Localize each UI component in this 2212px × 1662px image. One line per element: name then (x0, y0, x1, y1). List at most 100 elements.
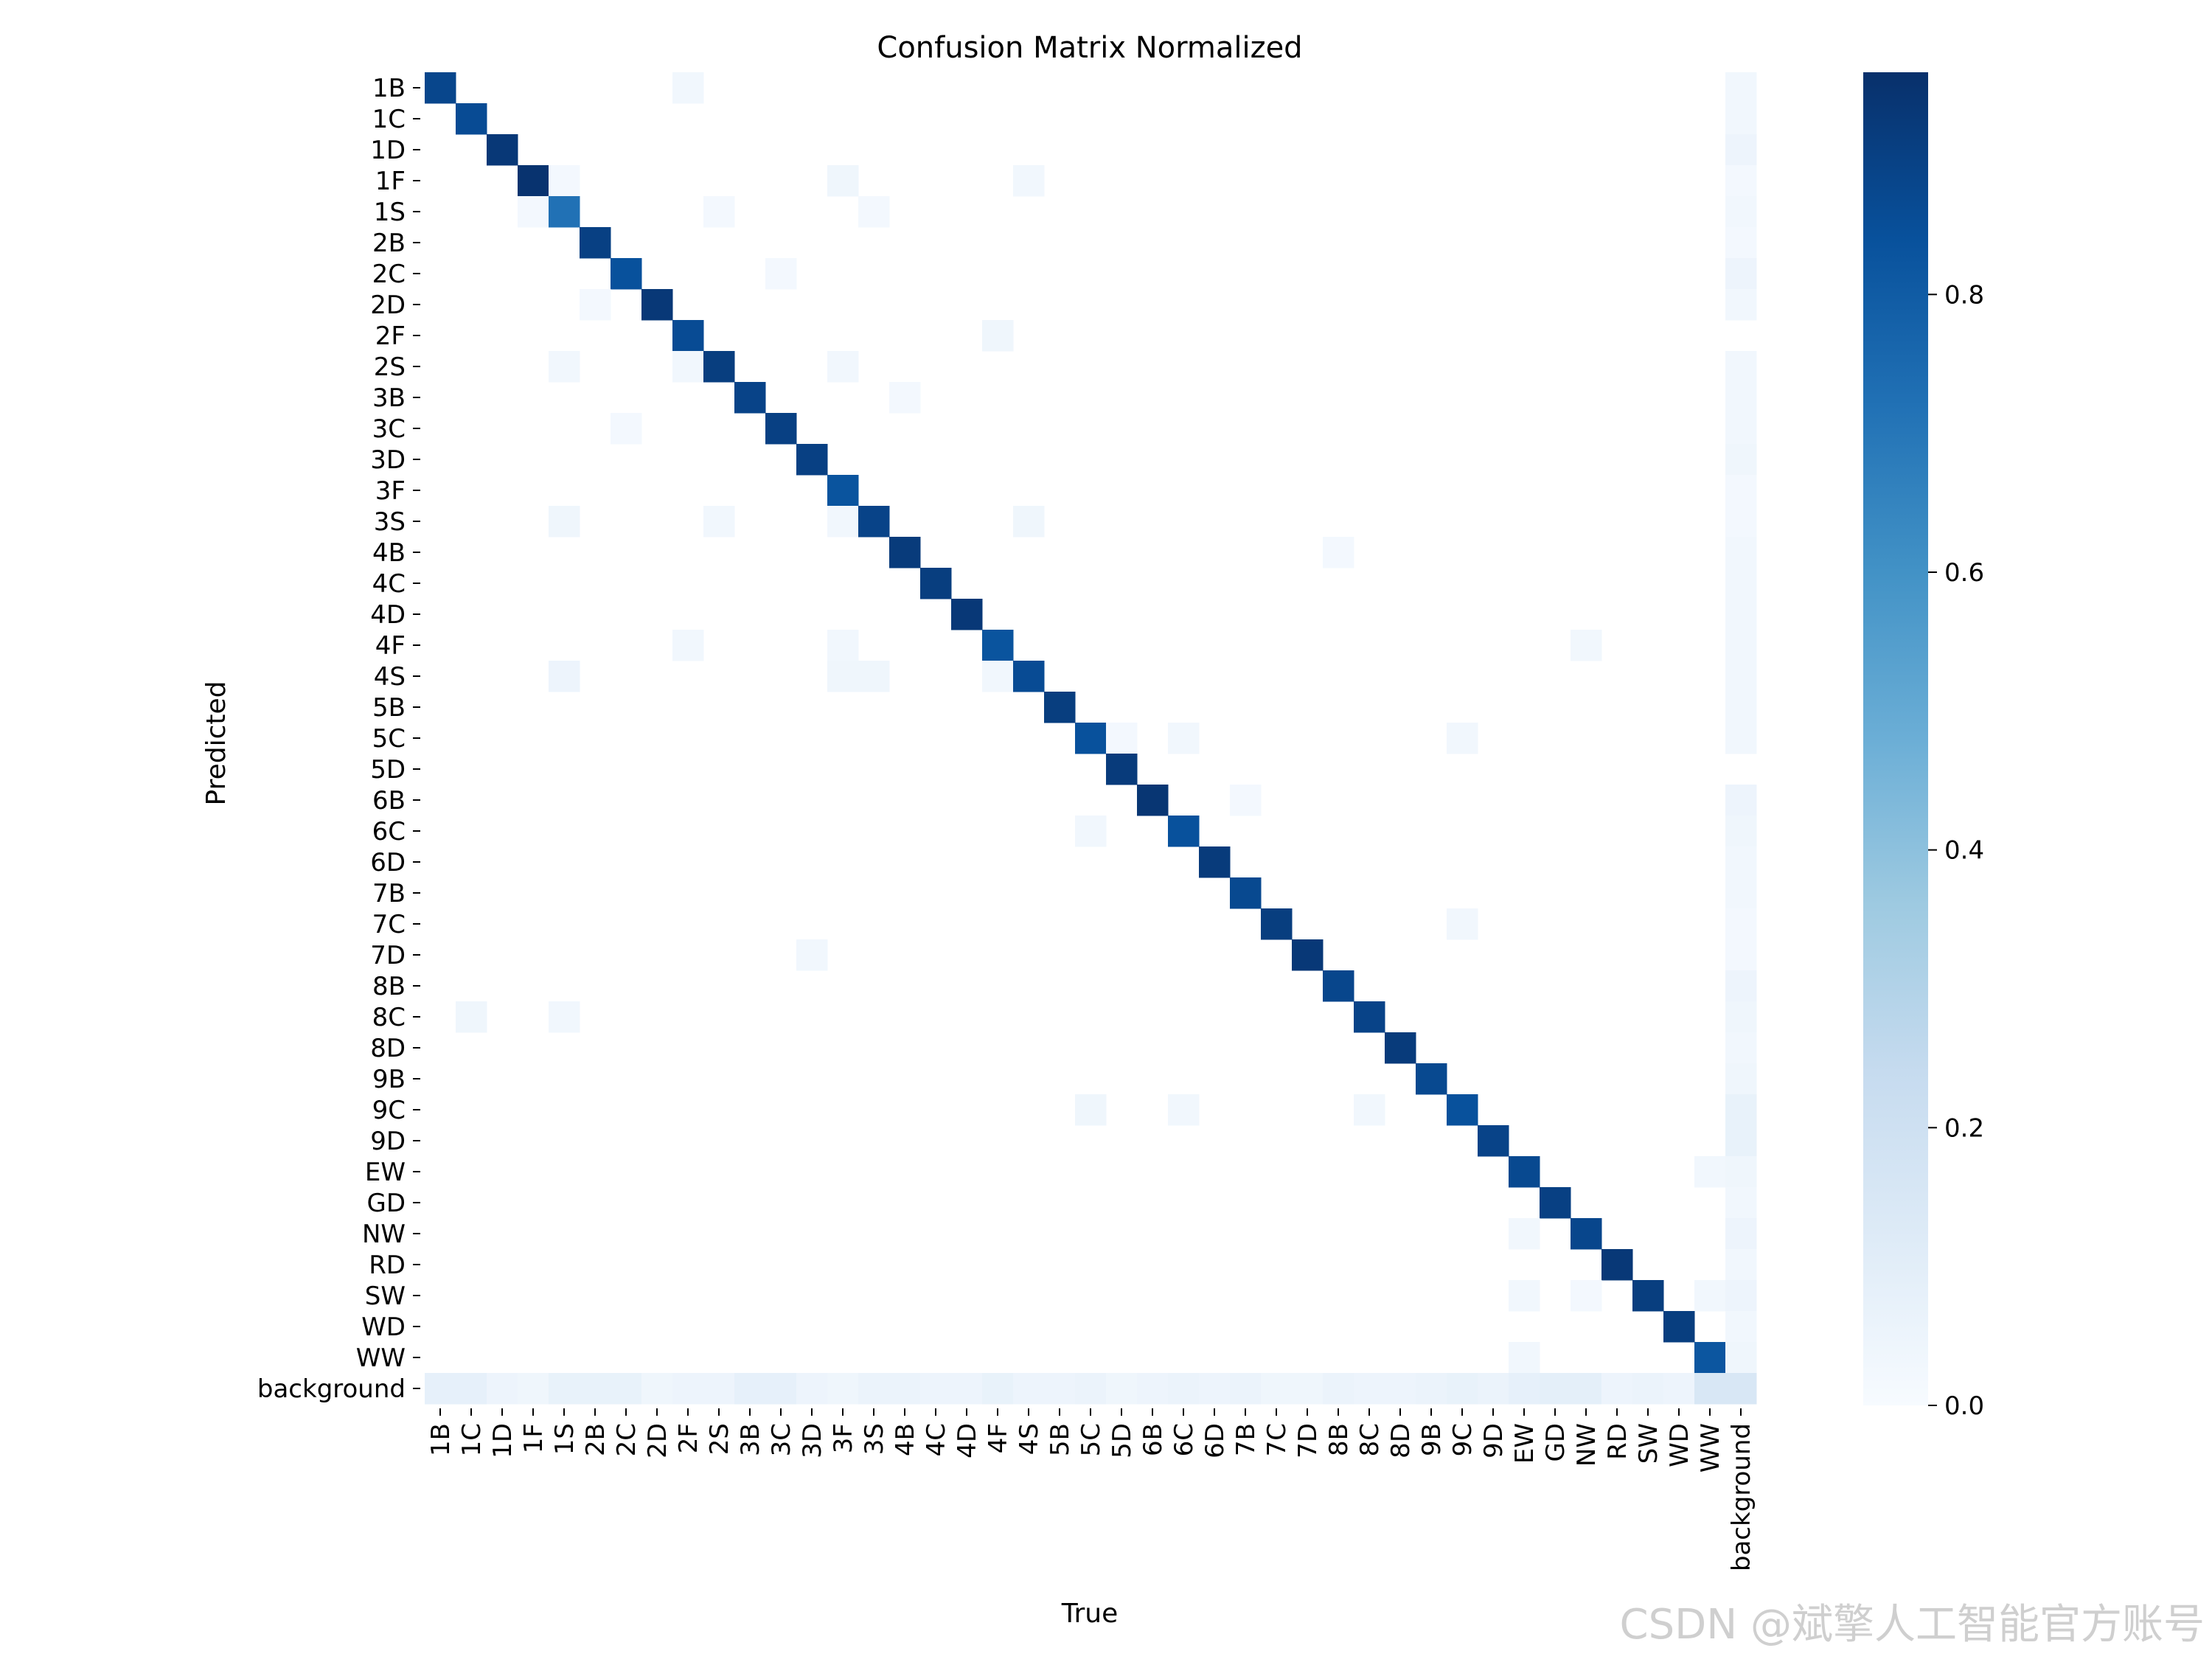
heatmap-cell (1478, 1125, 1509, 1157)
heatmap-cell (1725, 1032, 1757, 1064)
y-tick-label: 4S (374, 662, 406, 692)
heatmap-cell (827, 351, 859, 383)
heatmap-cell (1725, 846, 1757, 878)
colorbar-tick-label: 0.0 (1944, 1391, 1984, 1421)
heatmap-cell (549, 661, 580, 692)
y-tick-label: 2S (374, 352, 406, 382)
heatmap-cell (1199, 1373, 1231, 1405)
y-tick-label: 9B (372, 1065, 406, 1094)
heatmap-cell (1632, 1373, 1664, 1405)
heatmap-cell (1725, 196, 1757, 228)
heatmap-cell (1354, 1373, 1385, 1405)
heatmap-cell (1013, 165, 1045, 197)
y-tick-label: 4B (372, 538, 406, 568)
heatmap-cell (672, 630, 704, 661)
heatmap-cell (549, 196, 580, 228)
heatmap-cell (487, 1373, 518, 1405)
heatmap-cell (1725, 444, 1757, 476)
x-tick-label: 9B (1417, 1423, 1447, 1456)
heatmap-cell (518, 1373, 549, 1405)
y-tick-label: 2D (370, 291, 406, 320)
heatmap-cell (641, 289, 673, 321)
y-tick-label: 2B (372, 229, 406, 258)
heatmap-cell (734, 382, 766, 414)
heatmap-cell (1725, 289, 1757, 321)
heatmap-cell (580, 289, 611, 321)
heatmap-cell (1106, 754, 1138, 785)
y-tick-label: 9D (370, 1127, 406, 1156)
heatmap-cell (858, 661, 890, 692)
heatmap-cell (1447, 908, 1478, 940)
heatmap-cell (1663, 1373, 1695, 1405)
heatmap-cell (1416, 1063, 1447, 1095)
heatmap-cell (1725, 351, 1757, 383)
heatmap-cell (1323, 537, 1354, 569)
heatmap-cell (1199, 846, 1231, 878)
heatmap-cell (1725, 1187, 1757, 1219)
x-tick-label: WD (1665, 1423, 1694, 1467)
x-tick-label: 8C (1355, 1423, 1385, 1456)
heatmap-cell (1354, 1094, 1385, 1126)
heatmap-cell (611, 258, 642, 290)
y-tick-label: WD (361, 1312, 406, 1342)
heatmap-cell (982, 1373, 1014, 1405)
y-tick-label: 3F (375, 476, 406, 506)
x-tick-label: WW (1696, 1423, 1725, 1472)
heatmap-cell (1632, 1280, 1664, 1312)
heatmap-cell (765, 1373, 797, 1405)
y-tick-label: 7C (372, 910, 406, 939)
heatmap-cell (1509, 1342, 1540, 1374)
heatmap-cell (1725, 134, 1757, 166)
heatmap-cell (1571, 630, 1602, 661)
heatmap-cell (1725, 1342, 1757, 1374)
x-tick-label: 4F (984, 1423, 1013, 1453)
heatmap-cell (734, 1373, 766, 1405)
y-tick-label: 6C (372, 817, 406, 846)
heatmap-cell (549, 1001, 580, 1033)
heatmap-cell (1230, 785, 1262, 816)
heatmap-cell (1725, 939, 1757, 971)
x-tick-label: 2S (705, 1423, 734, 1455)
heatmap-cell (703, 351, 735, 383)
x-tick-label: 3S (860, 1423, 889, 1455)
heatmap-cells (425, 72, 1757, 1405)
x-tick-label: 1F (519, 1423, 549, 1453)
heatmap-cell (1261, 1373, 1293, 1405)
x-tick-label: GD (1541, 1423, 1571, 1462)
heatmap-cell (889, 382, 921, 414)
heatmap-cell (703, 1373, 735, 1405)
heatmap-cell (1694, 1280, 1726, 1312)
heatmap-cell (1416, 1373, 1447, 1405)
x-tick-label: 5B (1046, 1423, 1075, 1456)
y-tick-label: 1F (375, 167, 406, 196)
y-tick-label: 5C (372, 724, 406, 754)
heatmap-cell (1509, 1218, 1540, 1250)
heatmap-cell (672, 320, 704, 352)
x-tick-label: 8D (1386, 1423, 1416, 1458)
heatmap-cell (1725, 1001, 1757, 1033)
heatmap-cell (1725, 103, 1757, 135)
x-tick-label: 2D (643, 1423, 672, 1458)
x-tick-label: 3D (798, 1423, 827, 1458)
heatmap-cell (549, 165, 580, 197)
heatmap-cell (1601, 1249, 1633, 1281)
x-tick-label: 6C (1169, 1423, 1199, 1456)
heatmap-cell (1292, 1373, 1324, 1405)
x-tick-label: 9C (1448, 1423, 1478, 1456)
y-tick-label: 4F (375, 631, 406, 661)
y-tick-label: 1B (372, 74, 406, 103)
heatmap-cell (1540, 1187, 1571, 1219)
heatmap-cell (518, 165, 549, 197)
heatmap-cell (827, 630, 859, 661)
heatmap-cell (858, 196, 890, 228)
heatmap-cell (1075, 1094, 1107, 1126)
x-tick-label: SW (1634, 1423, 1663, 1464)
heatmap-cell (1044, 692, 1076, 723)
heatmap-cell (1571, 1373, 1602, 1405)
heatmap-cell (951, 1373, 983, 1405)
heatmap-cell (858, 506, 890, 538)
heatmap-cell (889, 1373, 921, 1405)
heatmap-cell (1725, 1094, 1757, 1126)
y-tick-label: RD (369, 1251, 406, 1280)
heatmap-cell (1323, 1373, 1354, 1405)
